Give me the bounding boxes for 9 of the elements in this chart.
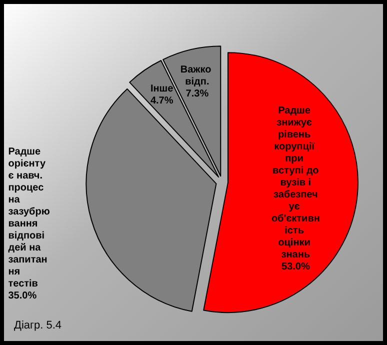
text: Діагр. 5.4: [14, 320, 62, 332]
slice-label: Інше: [150, 84, 174, 95]
data-label: 53.0%: [281, 261, 310, 272]
data-label: 35.0%: [8, 290, 37, 302]
category-label: Радше орієнтує навч. процес на зазубрювання відповідей на запитання тестів: [8, 146, 50, 290]
data-label: 7.3%: [186, 88, 209, 100]
data-label: 4.7%: [150, 96, 174, 107]
slice-label: Важко відп.: [180, 64, 214, 88]
category-label: Радше знижує рівень корупції при вступі до вузів і забезпечує об'єктивність оцінки знань: [271, 105, 320, 260]
